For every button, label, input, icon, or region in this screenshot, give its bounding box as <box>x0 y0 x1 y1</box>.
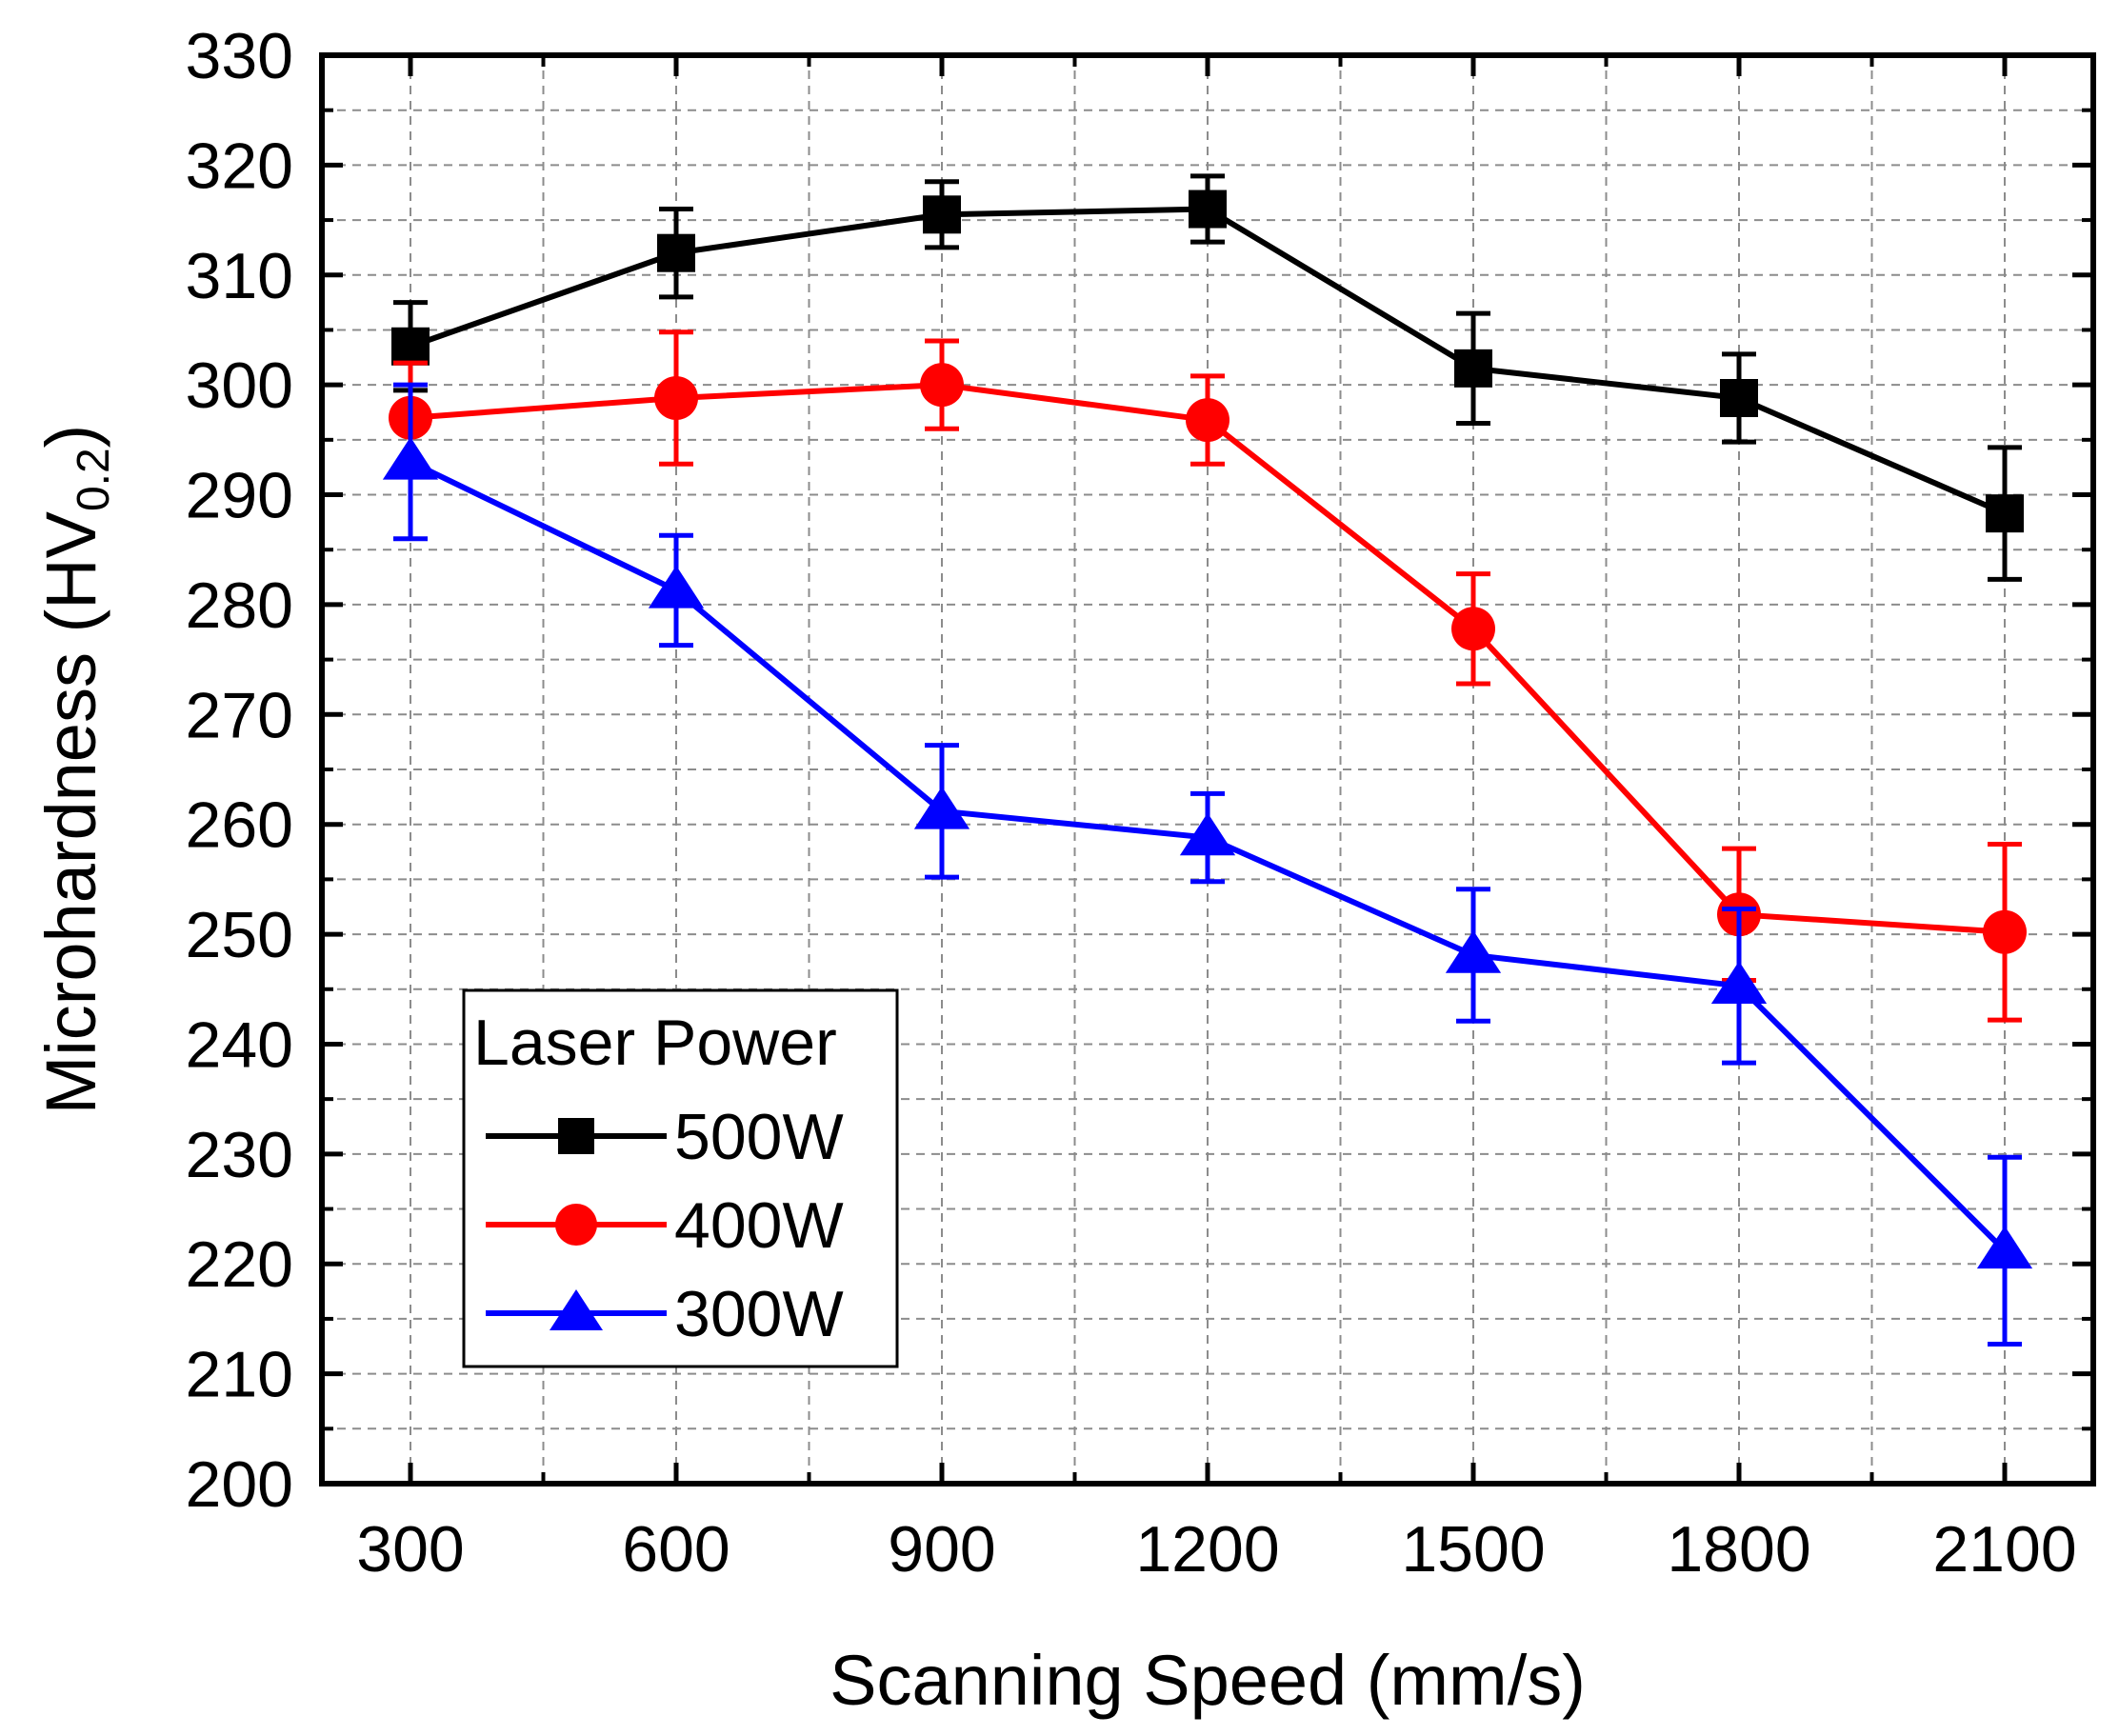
y-tick-label: 230 <box>186 1119 293 1191</box>
data-point <box>1986 494 2024 533</box>
series-300W <box>382 382 2033 1347</box>
data-point <box>1976 1226 2033 1269</box>
data-point <box>657 233 695 272</box>
y-tick-label: 330 <box>186 20 293 92</box>
legend-box <box>462 988 899 1368</box>
y-tick-label: 240 <box>186 1008 293 1081</box>
legend-label: 500W <box>674 1101 844 1173</box>
y-tick-label: 300 <box>186 349 293 422</box>
y-tick-label: 260 <box>186 789 293 862</box>
y-tick-label: 250 <box>186 899 293 971</box>
y-tick-label: 280 <box>186 569 293 642</box>
x-tick-label: 2100 <box>1932 1513 2076 1586</box>
data-point <box>923 195 961 234</box>
data-point <box>1454 349 1492 388</box>
y-tick-label: 210 <box>186 1339 293 1411</box>
y-tick-label: 200 <box>186 1448 293 1521</box>
data-point <box>1720 379 1758 417</box>
y-tick-label: 320 <box>186 130 293 202</box>
data-point <box>1445 930 1502 973</box>
x-tick-label: 1200 <box>1135 1513 1279 1586</box>
data-point <box>1451 607 1495 651</box>
legend-marker <box>555 1204 597 1246</box>
data-point <box>920 363 964 408</box>
y-axis-label-close: ) <box>31 425 110 449</box>
data-point <box>1710 961 1768 1005</box>
legend-items: 500W 400W 300W <box>486 1101 844 1350</box>
series-layer <box>382 173 2033 1347</box>
data-point <box>913 786 970 829</box>
data-point <box>1189 190 1227 229</box>
legend-label: 400W <box>674 1189 844 1262</box>
y-axis-label-main: Microhardness (HV <box>31 510 110 1114</box>
legend-title: Laser Power <box>473 1007 837 1079</box>
x-axis-label: Scanning Speed (mm/s) <box>830 1641 1586 1720</box>
y-axis-label: Microhardness (HV0.2) <box>31 425 119 1115</box>
legend-label: 300W <box>674 1278 844 1350</box>
x-tick-label: 300 <box>356 1513 464 1586</box>
y-tick-label: 310 <box>186 240 293 312</box>
data-point <box>648 565 705 609</box>
data-point <box>382 436 439 480</box>
y-tick-label: 270 <box>186 679 293 751</box>
data-point <box>391 327 430 366</box>
data-point <box>1179 812 1236 856</box>
x-tick-label: 900 <box>888 1513 995 1586</box>
legend: Laser Power 500W 400W 300W <box>462 988 899 1368</box>
x-tick-label: 1800 <box>1667 1513 1810 1586</box>
y-axis-label-subscript: 0.2 <box>69 448 119 511</box>
legend-marker <box>550 1289 603 1330</box>
data-point <box>1983 909 2027 954</box>
legend-marker <box>558 1118 594 1154</box>
y-tick-label: 290 <box>186 460 293 532</box>
x-tick-label: 1500 <box>1401 1513 1545 1586</box>
y-tick-label: 220 <box>186 1228 293 1301</box>
ticks-layer: 200 210 220 230 240 250 260 270 280 290 300 310 320 3… <box>186 20 2093 1586</box>
x-tick-label: 600 <box>622 1513 730 1586</box>
data-point <box>654 376 698 420</box>
data-point <box>1186 398 1229 443</box>
